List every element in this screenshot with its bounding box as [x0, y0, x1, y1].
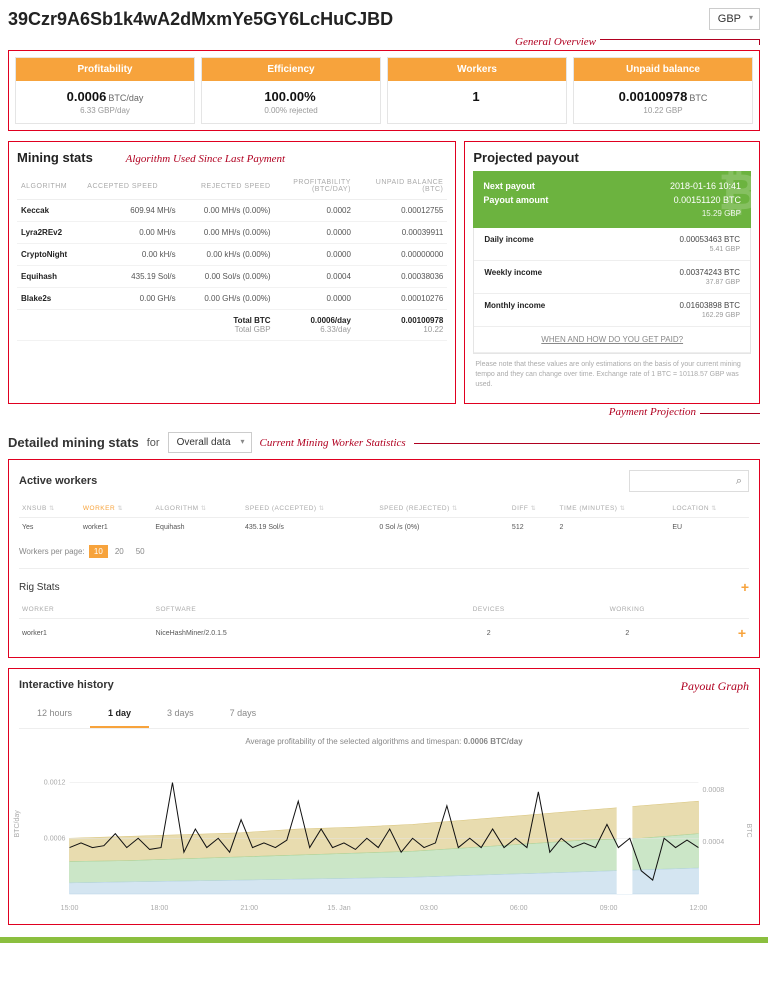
workers-table: XNSUB ⇅WORKER ⇅ALGORITHM ⇅SPEED (ACCEPTE… — [19, 500, 749, 537]
projected-payout-panel: Projected payout ₿ Next payout2018-01-16… — [464, 141, 760, 404]
worker-cell: 435.19 Sol/s — [242, 518, 376, 538]
payout-row: Daily income0.00053463 BTC5.41 GBP — [474, 228, 750, 261]
worker-cell: Yes — [19, 518, 80, 538]
overview-card-0: Profitability 0.0006BTC/day6.33 GBP/day — [15, 57, 195, 124]
annot-payment: Payment Projection — [609, 406, 696, 418]
mining-stats-title: Mining stats — [17, 150, 93, 165]
search-input[interactable]: ⌕ — [629, 470, 749, 492]
payout-info-link[interactable]: WHEN AND HOW DO YOU GET PAID? — [474, 327, 750, 353]
chart-caption: Average profitability of the selected al… — [19, 737, 749, 746]
overview-card-title: Workers — [388, 58, 566, 81]
detailed-for: for — [147, 437, 160, 449]
overview-card-3: Unpaid balance 0.00100978BTC10.22 GBP — [573, 57, 753, 124]
table-row: Keccak609.94 MH/s0.00 MH/s (0.00%)0.0002… — [17, 200, 447, 222]
svg-text:15:00: 15:00 — [61, 905, 79, 912]
rig-cell: 2 — [422, 619, 555, 648]
wallet-address: 39Czr9A6Sb1k4wA2dMxmYe5GY6LcHuCJBD — [8, 9, 393, 30]
svg-text:09:00: 09:00 — [600, 905, 618, 912]
detailed-dropdown[interactable]: Overall data — [168, 432, 252, 453]
mining-stats-panel: Mining stats Algorithm Used Since Last P… — [8, 141, 456, 404]
pager-option[interactable]: 50 — [131, 545, 150, 558]
worker-col[interactable]: LOCATION ⇅ — [669, 500, 749, 518]
worker-col[interactable]: TIME (MINUTES) ⇅ — [557, 500, 670, 518]
detailed-title: Detailed mining stats — [8, 435, 139, 450]
worker-col[interactable]: WORKER ⇅ — [80, 500, 152, 518]
overview-card-1: Efficiency 100.00%0.00% rejected — [201, 57, 381, 124]
history-tab[interactable]: 1 day — [90, 700, 149, 728]
history-tab[interactable]: 12 hours — [19, 700, 90, 728]
footer-bar — [0, 937, 768, 943]
table-row: CryptoNight0.00 kH/s0.00 kH/s (0.00%)0.0… — [17, 244, 447, 266]
svg-text:03:00: 03:00 — [420, 905, 438, 912]
payout-row: Monthly income0.01603898 BTC162.29 GBP — [474, 294, 750, 327]
profitability-chart[interactable]: BTC/day BTC 0.00120.00060.00080.000415:0… — [29, 754, 739, 914]
annot-payout-graph: Payout Graph — [681, 679, 749, 694]
pager-option[interactable]: 20 — [110, 545, 129, 558]
payout-amount-sub: 15.29 GBP — [483, 209, 741, 218]
payout-amount-label: Payout amount — [483, 195, 548, 205]
svg-text:0.0012: 0.0012 — [44, 780, 66, 787]
worker-col[interactable]: XNSUB ⇅ — [19, 500, 80, 518]
active-workers-title: Active workers — [19, 475, 97, 487]
overview-card-title: Unpaid balance — [574, 58, 752, 81]
history-title: Interactive history — [19, 679, 114, 691]
search-icon: ⌕ — [736, 475, 742, 488]
worker-cell: worker1 — [80, 518, 152, 538]
pager-label: Workers per page: — [19, 547, 85, 556]
annot-algorithm: Algorithm Used Since Last Payment — [126, 153, 285, 165]
currency-select[interactable]: GBP — [709, 8, 760, 30]
table-row: Equihash435.19 Sol/s0.00 Sol/s (0.00%)0.… — [17, 266, 447, 288]
worker-cell: 512 — [509, 518, 557, 538]
svg-text:0.0004: 0.0004 — [702, 839, 724, 846]
worker-col[interactable]: ALGORITHM ⇅ — [152, 500, 242, 518]
workers-panel: Active workers ⌕ XNSUB ⇅WORKER ⇅ALGORITH… — [8, 459, 760, 658]
payout-row: Weekly income0.00374243 BTC37.87 GBP — [474, 261, 750, 294]
expand-row-icon[interactable]: + — [738, 625, 746, 641]
table-row: Lyra2REv20.00 MH/s0.00 MH/s (0.00%)0.000… — [17, 222, 447, 244]
worker-col[interactable]: SPEED (ACCEPTED) ⇅ — [242, 500, 376, 518]
next-payout-label: Next payout — [483, 181, 535, 191]
svg-text:15. Jan: 15. Jan — [327, 905, 350, 912]
table-row: Blake2s0.00 GH/s0.00 GH/s (0.00%)0.00000… — [17, 288, 447, 310]
y-right-label: BTC — [745, 824, 752, 838]
history-tab[interactable]: 7 days — [212, 700, 275, 728]
worker-cell: EU — [669, 518, 749, 538]
svg-text:0.0008: 0.0008 — [702, 787, 724, 794]
svg-text:21:00: 21:00 — [240, 905, 258, 912]
rig-cell: 2 — [555, 619, 699, 648]
rig-cell: NiceHashMiner/2.0.1.5 — [153, 619, 423, 648]
payout-highlight: ₿ Next payout2018-01-16 10:41 Payout amo… — [473, 171, 751, 228]
overview-panel: Profitability 0.0006BTC/day6.33 GBP/day … — [8, 50, 760, 131]
history-panel: Interactive history Payout Graph 12 hour… — [8, 668, 760, 925]
worker-cell: 2 — [557, 518, 670, 538]
mining-stats-table: ALGORITHMACCEPTED SPEEDREJECTED SPEEDPRO… — [17, 173, 447, 341]
rig-table: WORKERSOFTWAREDEVICESWORKINGworker1NiceH… — [19, 601, 749, 647]
annot-workers: Current Mining Worker Statistics — [260, 437, 406, 449]
annot-overview: General Overview — [515, 36, 596, 48]
projected-payout-title: Projected payout — [473, 150, 751, 165]
svg-text:12:00: 12:00 — [690, 905, 708, 912]
workers-pager: Workers per page: 102050 — [19, 545, 749, 558]
pager-option[interactable]: 10 — [89, 545, 108, 558]
svg-text:06:00: 06:00 — [510, 905, 528, 912]
worker-col[interactable]: DIFF ⇅ — [509, 500, 557, 518]
overview-card-title: Efficiency — [202, 58, 380, 81]
svg-text:0.0006: 0.0006 — [44, 836, 66, 843]
worker-cell: 0 Sol /s (0%) — [376, 518, 509, 538]
svg-text:18:00: 18:00 — [151, 905, 169, 912]
rig-stats-title: Rig Stats — [19, 582, 60, 593]
history-tab[interactable]: 3 days — [149, 700, 212, 728]
worker-cell: Equihash — [152, 518, 242, 538]
worker-col[interactable]: SPEED (REJECTED) ⇅ — [376, 500, 509, 518]
overview-card-title: Profitability — [16, 58, 194, 81]
overview-card-2: Workers 1 — [387, 57, 567, 124]
rig-cell: worker1 — [19, 619, 153, 648]
y-left-label: BTC/day — [14, 811, 21, 838]
payout-note: Please note that these values are only e… — [473, 354, 751, 395]
expand-rig-icon[interactable]: + — [741, 579, 749, 595]
